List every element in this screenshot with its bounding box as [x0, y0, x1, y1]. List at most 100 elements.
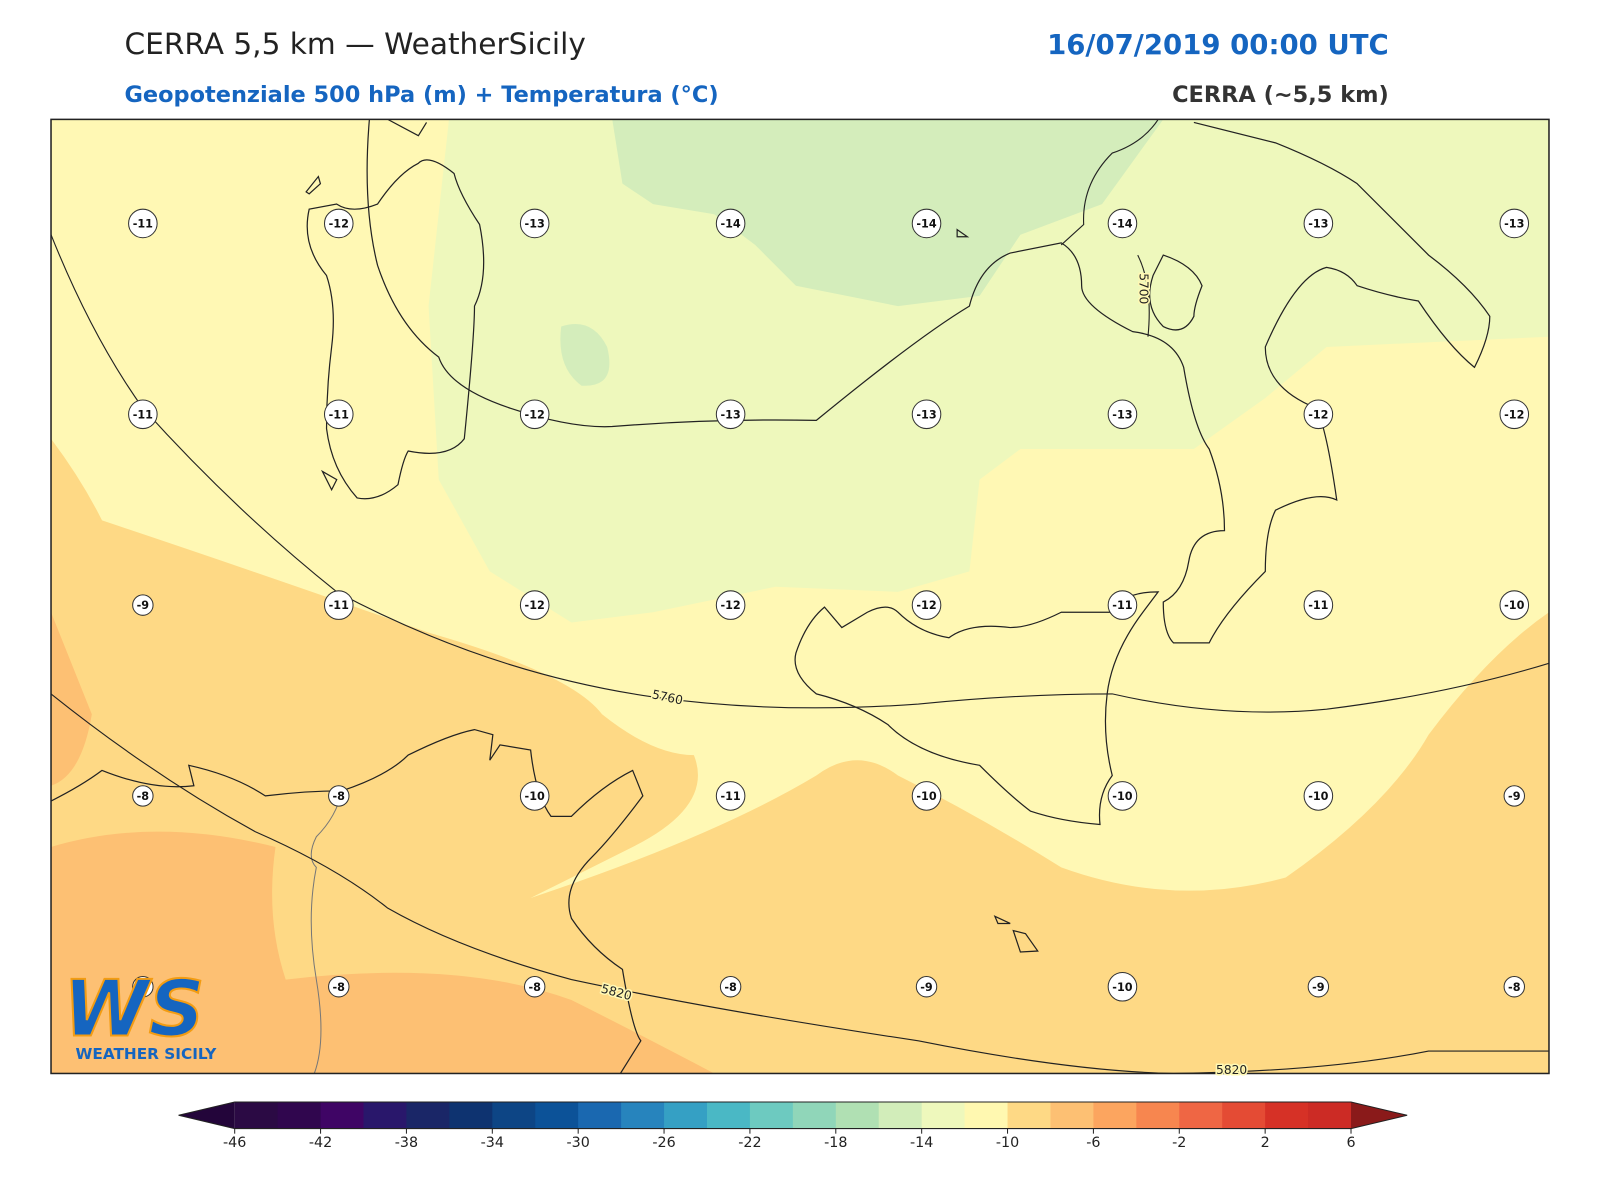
colorbar-segment: [1308, 1102, 1352, 1129]
station-temp: -9: [1312, 981, 1325, 994]
colorbar-tick-label: -14: [910, 1135, 933, 1151]
station-marker: [911, 590, 942, 620]
station-temp: -12: [720, 599, 740, 612]
station: -11: [1303, 590, 1334, 620]
station-marker: [715, 399, 746, 430]
station-marker: [1107, 971, 1138, 1002]
station-temp: -8: [137, 790, 150, 803]
station: -10: [1107, 781, 1138, 811]
station: -12: [715, 590, 746, 620]
colorbar-segment: [1265, 1102, 1309, 1129]
station-marker: [128, 399, 158, 430]
station: -10: [1303, 781, 1334, 811]
station-marker: [1303, 590, 1334, 620]
colorbar-tick-label: -30: [567, 1135, 590, 1151]
station: -13: [911, 399, 942, 430]
station-temp: -12: [329, 218, 349, 231]
station: -11: [128, 399, 158, 430]
station-temp: -11: [133, 218, 153, 231]
station-marker: [1303, 399, 1334, 430]
colorbar-segment: [1179, 1102, 1223, 1129]
colorbar-tick-label: -46: [223, 1135, 246, 1151]
station-temp: -12: [525, 408, 545, 421]
station-marker: [323, 208, 354, 239]
station: -8: [719, 976, 742, 998]
station-marker: [911, 781, 942, 811]
station-marker: [132, 594, 154, 616]
station: -9: [1307, 976, 1330, 998]
logo-subtitle: WEATHER SICILY: [76, 1045, 218, 1063]
station-marker: [523, 976, 546, 998]
station: -8: [328, 976, 350, 998]
station-temp: -12: [1504, 408, 1524, 421]
station: -12: [911, 590, 942, 620]
logo: WS WEATHER SICILY: [62, 964, 218, 1063]
station: -11: [323, 590, 354, 620]
station-temp: -10: [916, 790, 936, 803]
station-marker: [1499, 590, 1530, 620]
station-temp: -12: [525, 599, 545, 612]
station-marker: [519, 781, 550, 811]
station-temp: -8: [137, 981, 150, 994]
station-marker: [1499, 399, 1530, 430]
station-marker: [1107, 781, 1138, 811]
colorbar-segment: [1007, 1102, 1051, 1129]
field-green: [560, 323, 610, 386]
station: -13: [1107, 399, 1138, 430]
station-marker: [1503, 976, 1525, 998]
station: -8: [132, 785, 154, 807]
station: -8: [523, 976, 546, 998]
station-marker: [519, 208, 550, 239]
colorbar-segment: [706, 1102, 751, 1129]
station: -14: [715, 208, 746, 239]
colorbar-segment: [406, 1102, 450, 1129]
contour-line: [51, 234, 1549, 713]
colorbar-segment: [1222, 1102, 1266, 1129]
station: -9: [915, 976, 938, 998]
station: -12: [519, 399, 550, 430]
colorbar-tick-label: -2: [1172, 1135, 1186, 1151]
station-temp: -10: [525, 790, 545, 803]
station-marker: [911, 399, 942, 430]
station: -13: [1499, 208, 1530, 239]
station-temp: -13: [1308, 218, 1328, 231]
colorbar-segment: [964, 1102, 1009, 1129]
colorbar-extend: [1351, 1102, 1408, 1129]
station: -11: [715, 781, 746, 811]
colorbar-segment: [1093, 1102, 1137, 1129]
contour-label: 5820: [1216, 1063, 1247, 1077]
station-marker: [132, 785, 154, 807]
colorbar-segment: [921, 1102, 966, 1129]
station-temp: -11: [1112, 599, 1132, 612]
station: -12: [1303, 399, 1334, 430]
colorbar-tick-label: -34: [481, 1135, 504, 1151]
colorbar-segment: [749, 1102, 794, 1129]
station-temp: -8: [333, 790, 346, 803]
map-frame: [50, 118, 1550, 1075]
station: -13: [519, 208, 550, 239]
colorbar-tick-label: 2: [1261, 1135, 1270, 1151]
station: -12: [323, 208, 354, 239]
station: -8: [1503, 976, 1525, 998]
colorbar-tick-label: -18: [824, 1135, 847, 1151]
datetime: 16/07/2019 00:00 UTC: [1047, 29, 1389, 61]
station-marker: [323, 590, 354, 620]
contour-label: 5700: [1136, 273, 1150, 304]
station-temp: -8: [1508, 981, 1521, 994]
station-marker: [915, 976, 938, 998]
colorbar-tick-label: -38: [395, 1135, 418, 1151]
station: -14: [1107, 208, 1138, 239]
station-temp: -14: [916, 218, 936, 231]
station-temp: -11: [329, 408, 349, 421]
colorbar-segment: [835, 1102, 880, 1129]
station-temp: -10: [1112, 790, 1132, 803]
colorbar-segment: [277, 1102, 322, 1129]
station: -11: [1107, 590, 1138, 620]
station-marker: [128, 208, 158, 239]
colorbar-tick-label: -10: [996, 1135, 1019, 1151]
station: -11: [128, 208, 158, 239]
colorbar-tick-label: -6: [1086, 1135, 1100, 1151]
station-temp: -10: [1112, 981, 1132, 994]
station: -12: [1499, 399, 1530, 430]
